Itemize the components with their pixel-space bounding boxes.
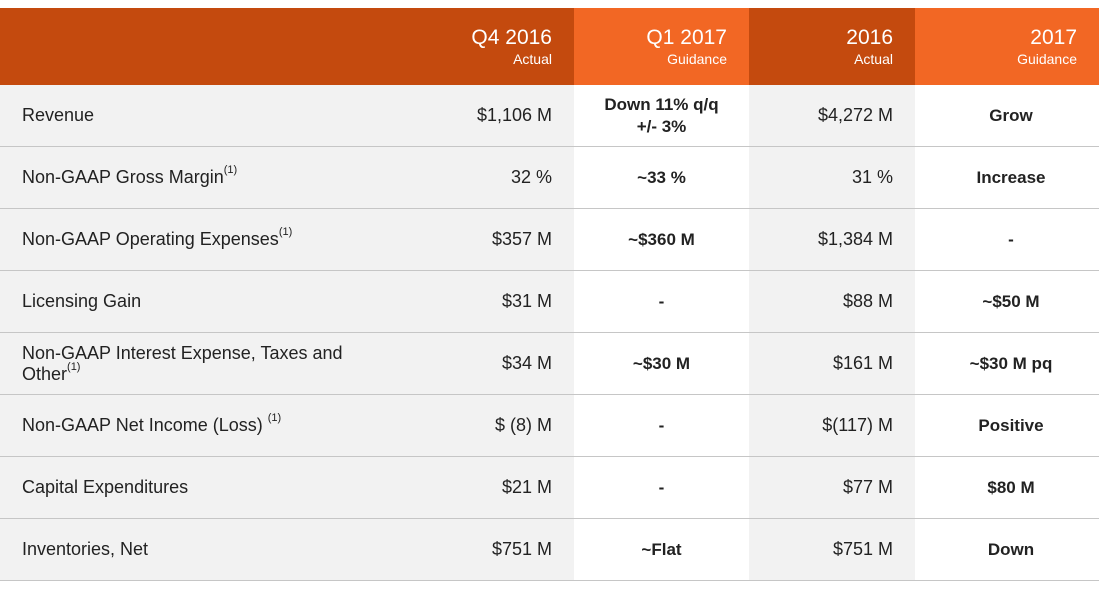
- row-label: Capital Expenditures: [0, 456, 405, 519]
- cell-2017: $80 M: [915, 456, 1099, 519]
- row-label-text: Non-GAAP Operating Expenses: [22, 229, 279, 249]
- financial-table: Q4 2016 Actual Q1 2017 Guidance 2016 Act…: [0, 8, 1099, 581]
- footnote-marker: (1): [278, 226, 293, 238]
- cell-2016: $1,384 M: [749, 208, 915, 271]
- cell-q4-2016: $ (8) M: [405, 394, 574, 457]
- table-row: Licensing Gain $31 M - $88 M ~$50 M: [0, 270, 1099, 333]
- header-main: Q1 2017: [646, 25, 727, 49]
- row-label-text: Capital Expenditures: [22, 477, 189, 497]
- row-label: Non-GAAP Gross Margin(1): [0, 146, 405, 209]
- cell-q1-2017-line1: ~33 %: [637, 167, 686, 187]
- header-main: Q4 2016: [471, 25, 552, 49]
- row-label-text: Revenue: [22, 105, 95, 125]
- cell-2017: ~$30 M pq: [915, 332, 1099, 395]
- header-sub: Actual: [513, 50, 552, 67]
- footnote-marker: (1): [223, 164, 238, 176]
- footnote-marker: (1): [67, 360, 81, 373]
- row-label-text: Licensing Gain: [22, 291, 142, 311]
- row-label: Non-GAAP Interest Expense, Taxes and Oth…: [0, 332, 405, 395]
- cell-q4-2016: $34 M: [405, 332, 574, 395]
- cell-q1-2017: -: [574, 456, 749, 519]
- header-2017: 2017 Guidance: [915, 8, 1099, 85]
- table-row: Non-GAAP Operating Expenses(1) $357 M ~$36…: [0, 208, 1099, 271]
- cell-q1-2017: ~$30 M: [574, 332, 749, 395]
- table-row: Revenue $1,106 M Down 11% q/q +/- 3% $4,272 …: [0, 85, 1099, 147]
- row-label-text: Non-GAAP Interest Expense, Taxes and Oth…: [22, 342, 343, 384]
- header-2016: 2016 Actual: [749, 8, 915, 85]
- row-label-text: Non-GAAP Net Income (Loss): [22, 415, 268, 435]
- cell-2016: 31 %: [749, 146, 915, 209]
- table-row: Inventories, Net $751 M ~Flat $751 M Down: [0, 518, 1099, 581]
- cell-2017: Increase: [915, 146, 1099, 209]
- cell-q1-2017-line2: +/- 3%: [636, 116, 687, 136]
- cell-q1-2017-line1: -: [658, 477, 665, 497]
- cell-2016: $751 M: [749, 518, 915, 581]
- header-main: 2016: [846, 25, 893, 49]
- cell-2016: $161 M: [749, 332, 915, 395]
- cell-q1-2017: -: [574, 270, 749, 333]
- row-label-text: Non-GAAP Gross Margin: [22, 167, 224, 187]
- header-sub: Guidance: [1017, 50, 1077, 67]
- cell-2017: Grow: [915, 85, 1099, 147]
- cell-q1-2017-line1: ~Flat: [641, 539, 682, 559]
- cell-q4-2016: $21 M: [405, 456, 574, 519]
- row-label: Inventories, Net: [0, 518, 405, 581]
- header-sub: Guidance: [667, 50, 727, 67]
- header-row: Q4 2016 Actual Q1 2017 Guidance 2016 Act…: [0, 8, 1099, 85]
- row-label: Non-GAAP Net Income (Loss) (1): [0, 394, 405, 457]
- cell-q4-2016: $1,106 M: [405, 85, 574, 147]
- table-row: Non-GAAP Interest Expense, Taxes and Oth…: [0, 332, 1099, 395]
- cell-2016: $77 M: [749, 456, 915, 519]
- financial-summary: Q4 2016 Actual Q1 2017 Guidance 2016 Act…: [0, 8, 1099, 581]
- header-main: 2017: [1030, 25, 1077, 49]
- row-label: Licensing Gain: [0, 270, 405, 333]
- cell-q4-2016: 32 %: [405, 146, 574, 209]
- row-label: Non-GAAP Operating Expenses(1): [0, 208, 405, 271]
- cell-q1-2017-line1: ~$360 M: [628, 229, 695, 249]
- header-blank: [0, 8, 405, 85]
- header-sub: Actual: [854, 50, 893, 67]
- cell-q1-2017-line1: ~$30 M: [632, 353, 691, 373]
- cell-q4-2016: $751 M: [405, 518, 574, 581]
- header-q1-2017: Q1 2017 Guidance: [574, 8, 749, 85]
- cell-q1-2017-line1: -: [658, 291, 665, 311]
- cell-2017: -: [915, 208, 1099, 271]
- cell-q4-2016: $357 M: [405, 208, 574, 271]
- cell-q1-2017: Down 11% q/q +/- 3%: [574, 85, 749, 147]
- cell-2016: $(117) M: [749, 394, 915, 457]
- cell-q1-2017-line1: Down 11% q/q: [604, 94, 719, 114]
- cell-q1-2017: ~Flat: [574, 518, 749, 581]
- header-q4-2016: Q4 2016 Actual: [405, 8, 574, 85]
- cell-q1-2017: ~$360 M: [574, 208, 749, 271]
- row-label: Revenue: [0, 85, 405, 147]
- cell-2017: ~$50 M: [915, 270, 1099, 333]
- cell-2016: $88 M: [749, 270, 915, 333]
- footnote-marker: (1): [267, 412, 282, 424]
- table-row: Non-GAAP Net Income (Loss) (1) $ (8) M - $(…: [0, 394, 1099, 457]
- table-row: Non-GAAP Gross Margin(1) 32 % ~33 % 31 % Inc…: [0, 146, 1099, 209]
- cell-2017: Positive: [915, 394, 1099, 457]
- cell-q1-2017: -: [574, 394, 749, 457]
- cell-2017: Down: [915, 518, 1099, 581]
- cell-q1-2017: ~33 %: [574, 146, 749, 209]
- row-label-text: Inventories, Net: [22, 539, 149, 559]
- cell-q4-2016: $31 M: [405, 270, 574, 333]
- cell-q1-2017-line1: -: [658, 415, 665, 435]
- table-row: Capital Expenditures $21 M - $77 M $80 M: [0, 456, 1099, 519]
- cell-2016: $4,272 M: [749, 85, 915, 147]
